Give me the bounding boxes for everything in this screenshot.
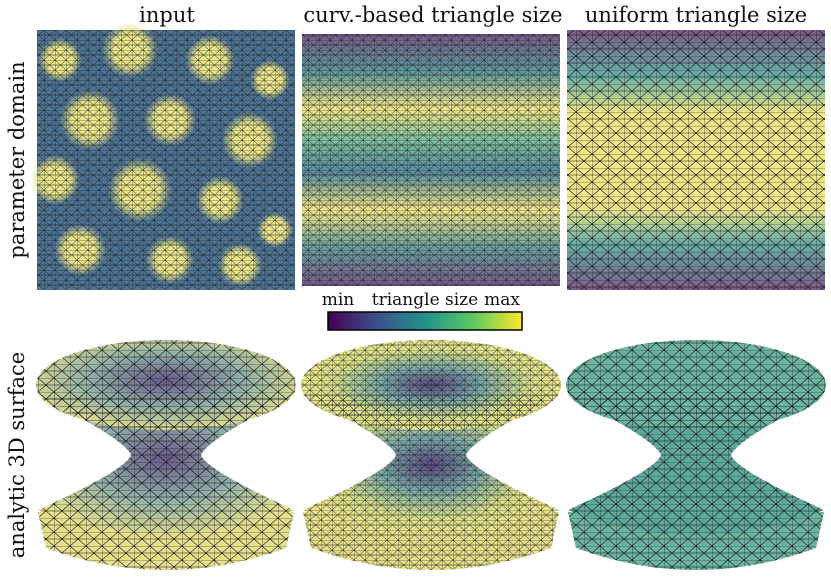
surface-input (36, 340, 296, 570)
column-title: uniform triangle size (585, 3, 807, 27)
row-label: analytic 3D surface (5, 352, 29, 558)
row-label: parameter domain (5, 61, 29, 258)
colorbar-max: max (484, 290, 520, 310)
surface-curv (301, 340, 561, 570)
colorbar-label: triangle size (372, 290, 478, 310)
column-titles: input curv.-based triangle size uniform … (139, 3, 807, 27)
surface-uniform (566, 340, 826, 570)
panel-curv-domain (302, 34, 560, 286)
panel-uniform-domain (567, 30, 825, 290)
column-title: input (139, 3, 195, 27)
colorbar: min triangle size max (322, 290, 523, 331)
colorbar-min: min (322, 290, 355, 310)
panel-input-domain (30, 22, 295, 290)
column-title: curv.-based triangle size (303, 3, 562, 27)
